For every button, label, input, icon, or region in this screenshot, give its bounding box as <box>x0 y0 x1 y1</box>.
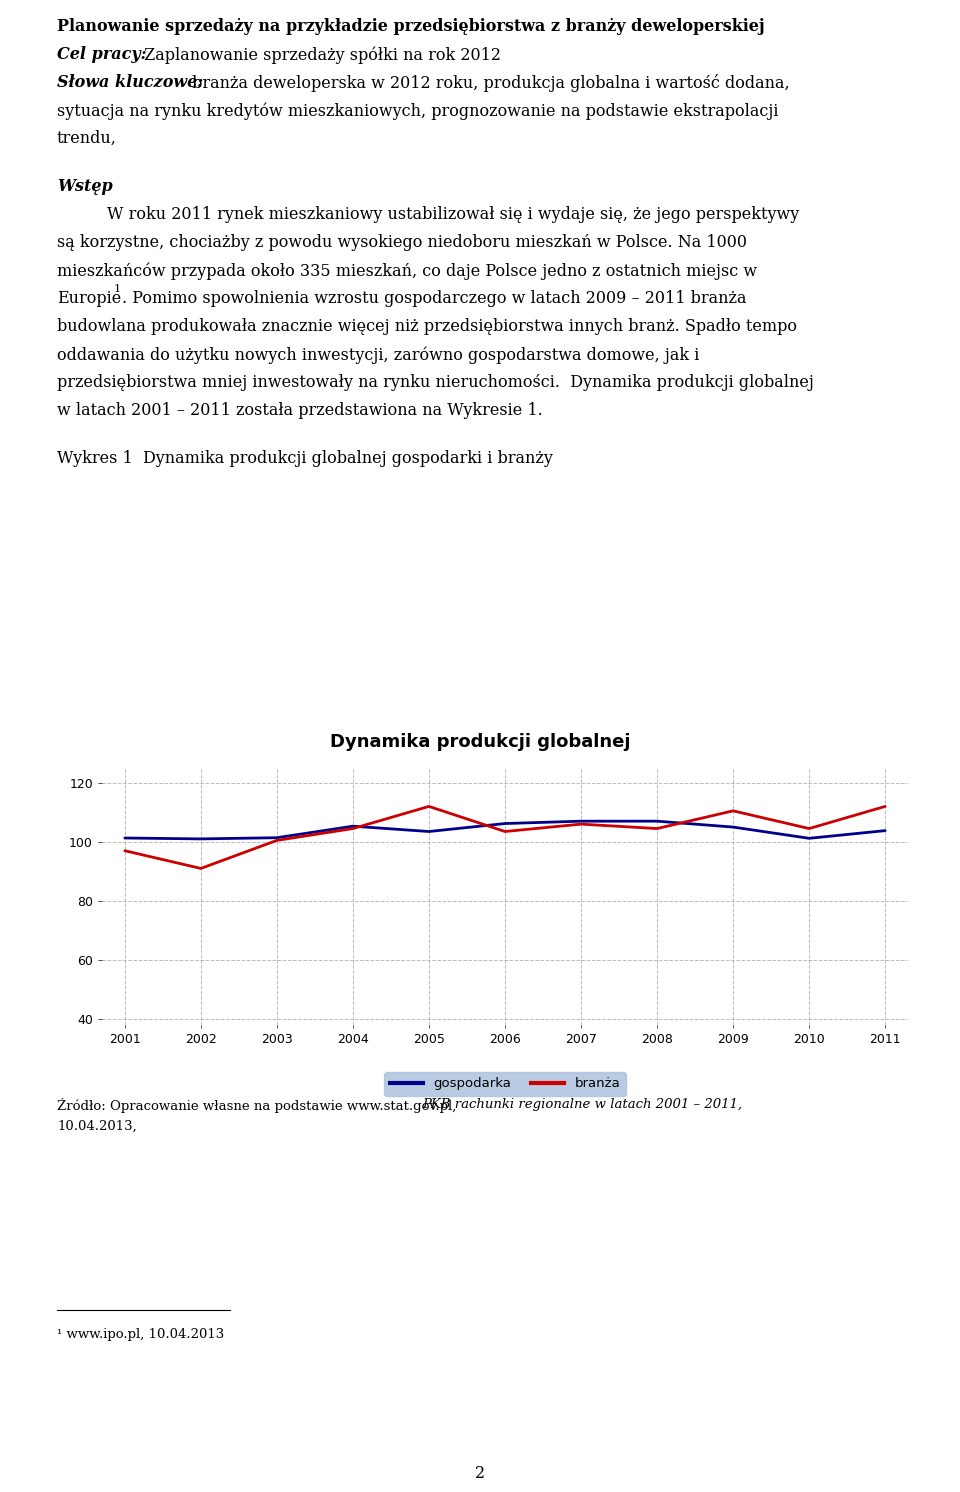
Text: Źródło: Opracowanie własne na podstawie www.stat.gov.pl,: Źródło: Opracowanie własne na podstawie … <box>57 1098 465 1113</box>
Text: branża deweloperska w 2012 roku, produkcja globalna i wartość dodana,: branża deweloperska w 2012 roku, produkc… <box>187 75 790 93</box>
Text: Dynamika produkcji globalnej: Dynamika produkcji globalnej <box>329 733 631 750</box>
Text: Wykres 1  Dynamika produkcji globalnej gospodarki i branży: Wykres 1 Dynamika produkcji globalnej go… <box>57 451 553 467</box>
Text: PKB rachunki regionalne w latach 2001 – 2011,: PKB rachunki regionalne w latach 2001 – … <box>422 1098 742 1112</box>
Text: w latach 2001 – 2011 została przedstawiona na Wykresie 1.: w latach 2001 – 2011 została przedstawio… <box>57 401 542 419</box>
Text: są korzystne, chociażby z powodu wysokiego niedoboru mieszkań w Polsce. Na 1000: są korzystne, chociażby z powodu wysokie… <box>57 234 747 251</box>
Text: Słowa kluczowe:: Słowa kluczowe: <box>57 75 204 91</box>
Text: mieszkańców przypada około 335 mieszkań, co daje Polsce jedno z ostatnich miejsc: mieszkańców przypada około 335 mieszkań,… <box>57 263 757 279</box>
Text: Planowanie sprzedaży na przykładzie przedsiębiorstwa z branży deweloperskiej: Planowanie sprzedaży na przykładzie prze… <box>57 18 765 34</box>
Legend: gospodarka, branża: gospodarka, branża <box>384 1071 626 1095</box>
Text: trendu,: trendu, <box>57 130 117 148</box>
Text: oddawania do użytku nowych inwestycji, zarówno gospodarstwa domowe, jak i: oddawania do użytku nowych inwestycji, z… <box>57 346 700 364</box>
Text: Europie: Europie <box>57 289 121 307</box>
Text: 2: 2 <box>475 1465 485 1482</box>
Text: W roku 2011 rynek mieszkaniowy ustabilizował się i wydaje się, że jego perspekty: W roku 2011 rynek mieszkaniowy ustabiliz… <box>107 206 800 222</box>
Text: 1: 1 <box>114 283 121 294</box>
Text: Zaplanowanie sprzedaży spółki na rok 2012: Zaplanowanie sprzedaży spółki na rok 201… <box>139 46 501 64</box>
Text: ¹ www.ipo.pl, 10.04.2013: ¹ www.ipo.pl, 10.04.2013 <box>57 1328 225 1341</box>
Text: Wstęp: Wstęp <box>57 178 112 195</box>
Text: . Pomimo spowolnienia wzrostu gospodarczego w latach 2009 – 2011 branża: . Pomimo spowolnienia wzrostu gospodarcz… <box>122 289 747 307</box>
Text: przedsiębiorstwa mniej inwestowały na rynku nieruchomości.  Dynamika produkcji g: przedsiębiorstwa mniej inwestowały na ry… <box>57 374 814 391</box>
Text: Cel pracy:: Cel pracy: <box>57 46 147 63</box>
Text: budowlana produkowała znacznie więcej niż przedsiębiorstwa innych branż. Spadło : budowlana produkowała znacznie więcej ni… <box>57 318 797 336</box>
Text: sytuacja na rynku kredytów mieszkaniowych, prognozowanie na podstawie ekstrapola: sytuacja na rynku kredytów mieszkaniowyc… <box>57 101 779 119</box>
Text: 10.04.2013,: 10.04.2013, <box>57 1120 136 1132</box>
